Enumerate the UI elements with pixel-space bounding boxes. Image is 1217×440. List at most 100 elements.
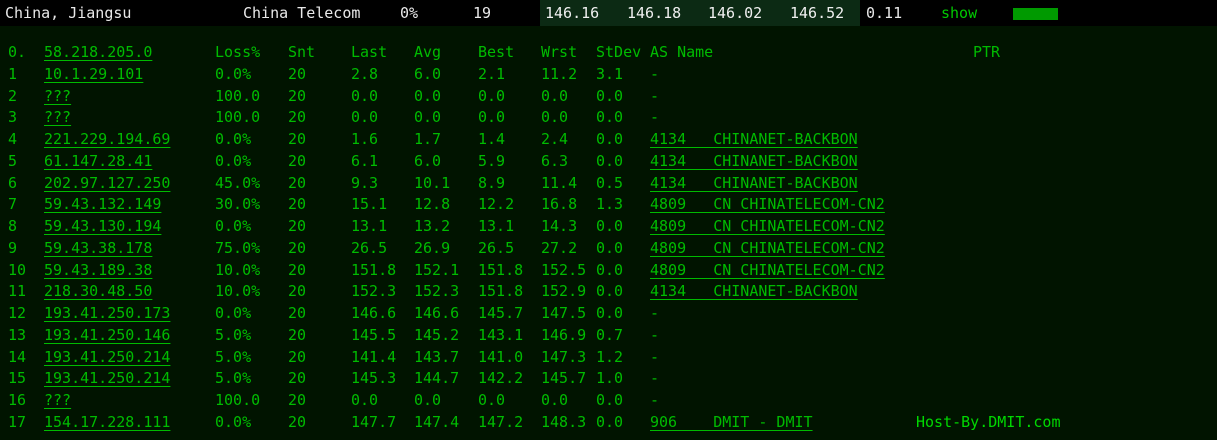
cell-wrst: 147.3: [541, 347, 587, 366]
cell-as: -: [650, 325, 660, 344]
cell-as[interactable]: 4134 CHINANET-BACKBON: [650, 130, 858, 148]
cell-as[interactable]: 4134 CHINANET-BACKBON: [650, 151, 858, 170]
header-target-ip[interactable]: 58.218.205.0: [44, 43, 153, 61]
cell-wrst: 0.0: [541, 108, 569, 127]
cell-as[interactable]: 906 DMIT - DMIT: [650, 412, 813, 431]
cell-host[interactable]: 59.43.189.38: [44, 260, 153, 279]
cell-host[interactable]: 59.43.132.149: [44, 195, 162, 214]
cell-last: 147.7: [351, 412, 397, 431]
mtr-row: 16??? 100.0 20 0.0 0.0 0.0 0.0 0.0 -: [0, 390, 1217, 412]
cell-hop: 16: [8, 391, 27, 409]
mtr-row: 3??? 100.0 20 0.0 0.0 0.0 0.0 0.0 -: [0, 107, 1217, 129]
cell-avg: 0.0: [414, 108, 442, 127]
cell-hop: 12: [8, 304, 27, 322]
cell-wrst: 152.9: [541, 282, 587, 301]
cell-avg: 152.3: [414, 282, 460, 301]
show-link[interactable]: show: [941, 4, 978, 22]
cell-loss: 10.0%: [215, 260, 261, 279]
cell-best: 2.1: [478, 64, 506, 83]
mtr-row: 4 221.229.194.69 0.0% 20 1.6 1.7 1.4 2.4 0.0 4134…: [0, 129, 1217, 151]
cell-last: 146.6: [351, 304, 397, 322]
cell-host[interactable]: ???: [44, 86, 72, 105]
cell-snt: 20: [288, 151, 307, 170]
header-snt: Snt: [288, 43, 316, 61]
cell-best: 143.1: [478, 325, 524, 344]
cell-hop: 1: [8, 64, 18, 83]
cell-snt: 20: [288, 304, 307, 322]
cell-best: 0.0: [478, 391, 506, 409]
mtr-header-row: 0. 58.218.205.0 Loss% Snt Last Avg Best …: [0, 42, 1217, 64]
cell-avg: 10.1: [414, 173, 451, 192]
cell-host[interactable]: 61.147.28.41: [44, 151, 153, 170]
cell-stdev: 0.0: [596, 130, 624, 148]
cell-host[interactable]: 193.41.250.214: [44, 369, 171, 388]
cell-wrst: 0.0: [541, 391, 569, 409]
cell-stdev: 0.0: [596, 304, 624, 322]
mtr-row: 7 59.43.132.149 30.0% 20 15.1 12.8 12.2 16.8 1.3…: [0, 194, 1217, 216]
cell-host[interactable]: 193.41.250.214: [44, 347, 171, 366]
cell-loss: 5.0%: [215, 369, 252, 388]
cell-as[interactable]: 4809 CN CHINATELECOM-CN2: [650, 195, 885, 214]
cell-host[interactable]: ???: [44, 391, 72, 409]
cell-avg: 146.6: [414, 304, 460, 322]
cell-as: -: [650, 304, 660, 322]
cell-last: 152.3: [351, 282, 397, 301]
cell-loss: 30.0%: [215, 195, 261, 214]
cell-loss: 0.0%: [215, 151, 252, 170]
header-wrst: Wrst: [541, 43, 578, 61]
mtr-row: 8 59.43.130.194 0.0% 20 13.1 13.2 13.1 14.3 0.0 4…: [0, 216, 1217, 238]
cell-hop: 11: [8, 282, 27, 301]
header-hop: 0.: [8, 43, 27, 61]
cell-loss: 100.0: [215, 108, 261, 127]
cell-host[interactable]: 221.229.194.69: [44, 130, 171, 148]
header-last: Last: [351, 43, 388, 61]
cell-last: 151.8: [351, 260, 397, 279]
cell-as[interactable]: 4809 CN CHINATELECOM-CN2: [650, 260, 885, 279]
cell-last: 13.1: [351, 217, 388, 235]
cell-hop: 6: [8, 173, 18, 192]
cell-as[interactable]: 4134 CHINANET-BACKBON: [650, 282, 858, 301]
cell-loss: 5.0%: [215, 347, 252, 366]
cell-host[interactable]: 193.41.250.146: [44, 325, 171, 344]
cell-host[interactable]: 10.1.29.101: [44, 64, 144, 83]
cell-stdev: 0.0: [596, 412, 624, 431]
cell-snt: 20: [288, 260, 307, 279]
cell-host[interactable]: 218.30.48.50: [44, 282, 153, 301]
cell-last: 1.6: [351, 130, 379, 148]
cell-host[interactable]: 202.97.127.250: [44, 173, 171, 192]
header-avg: Avg: [414, 43, 442, 61]
cell-as[interactable]: 4809 CN CHINATELECOM-CN2: [650, 217, 885, 235]
cell-host[interactable]: 59.43.38.178: [44, 238, 153, 257]
cell-stdev: 0.7: [596, 325, 624, 344]
cell-as: -: [650, 86, 660, 105]
cell-last: 2.8: [351, 64, 379, 83]
summary-recv-count: 19: [473, 4, 492, 22]
cell-as[interactable]: 4809 CN CHINATELECOM-CN2: [650, 238, 885, 257]
cell-snt: 20: [288, 108, 307, 127]
cell-host[interactable]: 154.17.228.111: [44, 412, 171, 431]
cell-best: 5.9: [478, 151, 506, 170]
cell-best: 13.1: [478, 217, 515, 235]
cell-stdev: 0.0: [596, 282, 624, 301]
cell-host[interactable]: 59.43.130.194: [44, 217, 162, 235]
mtr-row: 14 193.41.250.214 5.0% 20 141.4 143.7 141.0 147…: [0, 347, 1217, 369]
cell-stdev: 0.0: [596, 86, 624, 105]
cell-avg: 1.7: [414, 130, 442, 148]
cell-host[interactable]: 193.41.250.173: [44, 304, 171, 322]
cell-last: 141.4: [351, 347, 397, 366]
cell-stdev: 1.0: [596, 369, 624, 388]
cell-stdev: 0.0: [596, 217, 624, 235]
cell-host[interactable]: ???: [44, 108, 72, 127]
mtr-rows: 1 10.1.29.101 0.0% 20 2.8 6.0 2.1 11.2 3.1-2??? 1…: [0, 64, 1217, 434]
mtr-row: 11 218.30.48.50 10.0% 20 152.3 152.3 151.8 152.…: [0, 281, 1217, 303]
cell-as: -: [650, 369, 660, 388]
mtr-row: 1 10.1.29.101 0.0% 20 2.8 6.0 2.1 11.2 3.1 -: [0, 64, 1217, 86]
cell-hop: 2: [8, 86, 18, 105]
probe-location: China, Jiangsu: [5, 4, 132, 22]
header-stdev: StDev: [596, 43, 642, 61]
cell-loss: 100.0: [215, 391, 261, 409]
cell-as[interactable]: 4134 CHINANET-BACKBON: [650, 173, 858, 192]
cell-snt: 20: [288, 217, 307, 235]
cell-hop: 10: [8, 260, 27, 279]
